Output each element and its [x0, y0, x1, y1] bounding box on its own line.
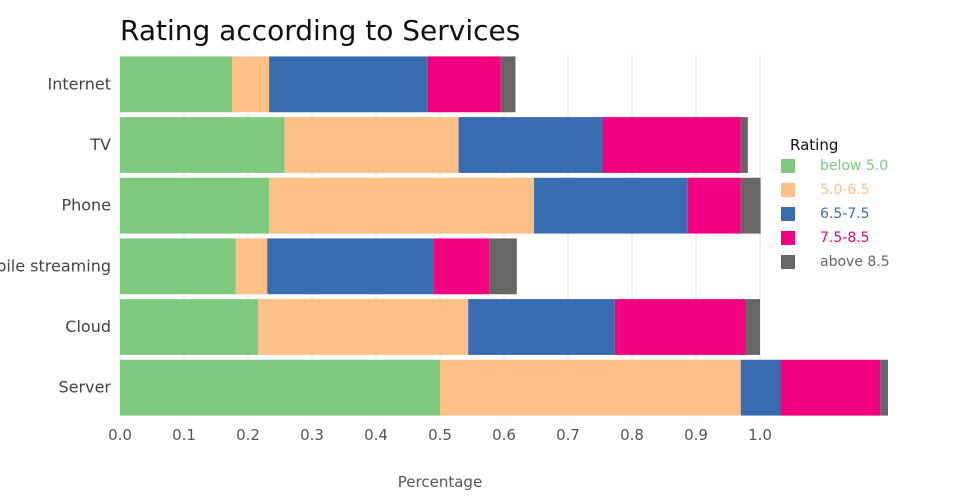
x-tick-label-3: 0.3 — [300, 426, 324, 444]
bar-segment-2-4 — [740, 177, 761, 234]
x-tick-label-10: 1.0 — [748, 426, 772, 444]
bar-segment-3-1 — [235, 238, 268, 295]
bars-layer — [120, 56, 888, 416]
bar-segment-3-4 — [489, 238, 517, 295]
legend-swatch-1 — [781, 183, 795, 197]
bar-segment-3-0 — [120, 238, 236, 295]
legend-label-4: above 8.5 — [820, 254, 890, 270]
category-label-0: Internet — [47, 74, 111, 93]
x-tick-label-1: 0.1 — [172, 426, 196, 444]
x-tick-label-2: 0.2 — [236, 426, 260, 444]
legend-title: Rating — [790, 136, 838, 154]
x-tick-label-7: 0.7 — [556, 426, 580, 444]
category-label-4: Cloud — [65, 317, 111, 336]
bar-segment-5-0 — [120, 359, 440, 416]
category-labels: Internet TV Phone Mobile streaming Cloud Serv… — [0, 74, 111, 396]
bar-segment-3-2 — [267, 238, 434, 295]
category-label-1: TV — [89, 135, 111, 154]
legend-label-3: 7.5-8.5 — [820, 230, 870, 246]
bar-segment-5-3 — [780, 359, 881, 416]
bar-segment-4-4 — [745, 299, 760, 355]
x-axis-label: Percentage — [398, 473, 482, 491]
bar-segment-2-0 — [120, 177, 270, 234]
bar-segment-4-1 — [258, 299, 469, 355]
bar-segment-5-1 — [440, 359, 741, 416]
bar-segment-2-3 — [687, 177, 741, 234]
x-tick-label-5: 0.5 — [428, 426, 452, 444]
bar-segment-4-3 — [614, 299, 746, 355]
x-tick-label-0: 0.0 — [108, 426, 132, 444]
legend-label-1: 5.0-6.5 — [820, 182, 870, 198]
bar-segment-0-2 — [269, 56, 428, 113]
category-label-2: Phone — [61, 196, 111, 215]
bar-segment-2-1 — [269, 177, 535, 234]
bar-segment-1-4 — [740, 117, 748, 173]
x-tick-label-4: 0.4 — [364, 426, 388, 444]
bar-segment-0-4 — [500, 56, 516, 113]
bar-segment-0-3 — [427, 56, 501, 113]
legend-label-0: below 5.0 — [820, 158, 888, 174]
legend: Rating below 5.0 5.0-6.5 6.5-7.5 7.5-8.5 abo… — [781, 136, 890, 270]
bar-segment-1-1 — [284, 117, 459, 173]
legend-swatch-3 — [781, 231, 795, 245]
bar-segment-2-2 — [534, 177, 688, 234]
x-tick-label-8: 0.8 — [620, 426, 644, 444]
x-axis-ticks: 0.0 0.1 0.2 0.3 0.4 0.5 0.6 0.7 0.8 0.9 1.0 — [108, 426, 772, 444]
bar-segment-3-3 — [433, 238, 490, 295]
chart-title: Rating according to Services — [120, 14, 520, 47]
bar-segment-1-2 — [458, 117, 603, 173]
category-label-5: Server — [59, 378, 112, 397]
legend-swatch-4 — [781, 255, 795, 269]
bar-segment-4-0 — [120, 299, 259, 355]
x-tick-label-6: 0.6 — [492, 426, 516, 444]
bar-segment-5-2 — [740, 359, 781, 416]
bar-segment-0-1 — [232, 56, 270, 113]
grid-lines — [119, 54, 761, 418]
bar-segment-1-3 — [602, 117, 741, 173]
bar-segment-1-0 — [120, 117, 285, 173]
bar-segment-0-0 — [120, 56, 232, 113]
category-label-3: Mobile streaming — [0, 256, 111, 275]
legend-swatch-2 — [781, 207, 795, 221]
bar-segment-4-2 — [468, 299, 615, 355]
legend-label-2: 6.5-7.5 — [820, 206, 870, 222]
x-tick-label-9: 0.9 — [684, 426, 708, 444]
bar-segment-5-4 — [880, 359, 888, 416]
legend-swatch-0 — [781, 159, 795, 173]
